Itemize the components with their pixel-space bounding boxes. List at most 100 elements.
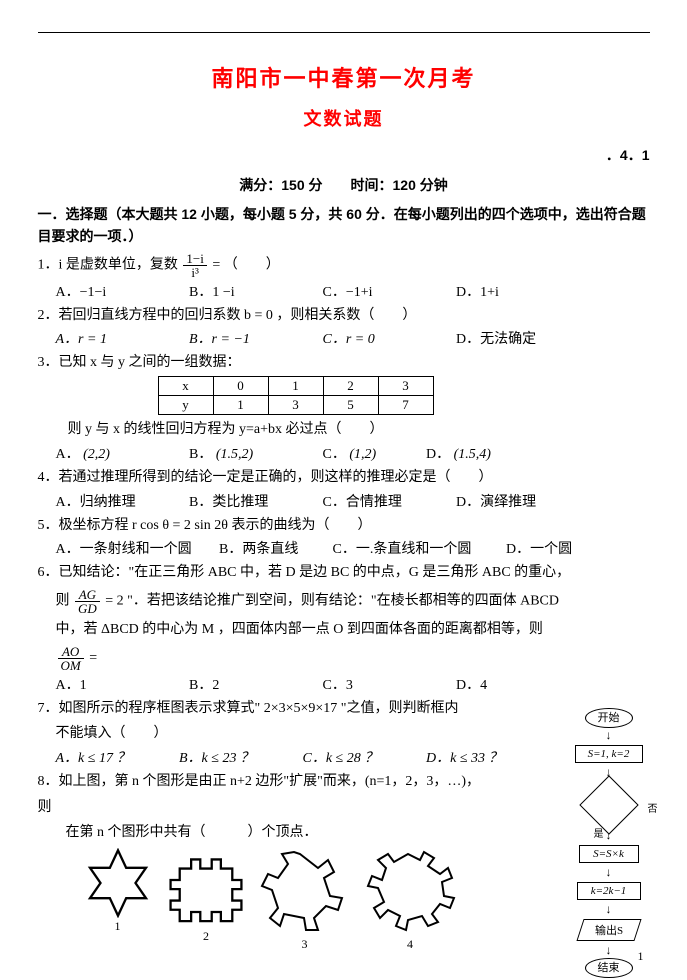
q1-opt-c: C．−1+i [323, 281, 443, 301]
question-6-line3: 中，若 ΔBCD 的中心为 M ，四面体内部一点 O 到四面体各面的距离都相等，… [56, 619, 650, 641]
q6-l4-post: = [89, 650, 97, 665]
flowchart: 开始 ↓ S=1, k=2 ↓ 否 是 ↓ S=S×k ↓ k=2k−1 ↓ 输… [566, 706, 652, 980]
q3-a-label: A． [56, 447, 80, 462]
question-4: 4．若通过推理所得到的结论一定是正确的，则这样的推理必定是（ ） [38, 467, 650, 489]
q3-table-row-x: x 0 1 2 3 [158, 377, 433, 396]
date-line: ．4．1 [38, 145, 650, 165]
question-6-line2: 则 AG GD = 2 "．若把该结论推广到空间，则有结论："在棱长都相等的四面… [56, 588, 650, 615]
q5-options: A．一条射线和一个圆 B．两条直线 C．一.条直线和一个圆 D．一个圆 [56, 538, 650, 558]
q3-c-val: (1,2) [349, 447, 376, 462]
q3-x-2: 2 [323, 377, 378, 396]
shape-3: 3 [255, 848, 355, 956]
q1-frac-den: i³ [183, 266, 206, 279]
flow-init: S=1, k=2 [575, 745, 643, 763]
q3-b-val: (1.5,2) [216, 447, 253, 462]
q3-a-val: (2,2) [83, 447, 110, 462]
q7-opt-d: D．k ≤ 33 ？ [426, 747, 536, 767]
q2-opt-d: D．无法确定 [456, 328, 576, 348]
q6-l2-pre: 则 [56, 594, 74, 609]
shape-1: 1 [78, 848, 158, 938]
q3-b-label: B． [189, 447, 212, 462]
q3-opt-c: C． (1,2) [323, 443, 413, 463]
q6-opt-a: A．1 [56, 674, 176, 694]
q3-y-2: 5 [323, 396, 378, 415]
flow-update-text: k=2k−1 [591, 885, 627, 897]
title-main: 南阳市一中春第一次月考 [38, 61, 650, 93]
q1-options: A．−1−i B．1 −i C．−1+i D．1+i [56, 281, 650, 301]
question-7-line1: 7．如图所示的程序框图表示求算式" 2×3×5×9×17 "之值，则判断框内 [38, 698, 538, 720]
question-6-line1: 6．已知结论："在正三角形 ABC 中，若 D 是边 BC 的中点，G 是三角形… [38, 562, 650, 584]
q6-opt-b: B．2 [189, 674, 309, 694]
q3-y-0: 1 [213, 396, 268, 415]
question-8-line1: 8．如上图，第 n 个图形是由正 n+2 边形"扩展"而来，(n=1，2，3，…… [38, 771, 548, 793]
q3-table-row-y: y 1 3 5 7 [158, 396, 433, 415]
flow-yes-label: 是 [594, 825, 604, 840]
q2-options: A．r = 1 B．r = −1 C．r = 0 D．无法确定 [56, 328, 650, 348]
q3-d-val: (1.5,4) [454, 447, 491, 462]
q3-opt-d: D． (1.5,4) [426, 443, 546, 463]
flow-no-label: 否 [648, 800, 658, 815]
q6-frac2-num: AO [58, 645, 84, 659]
q3-y-1: 3 [268, 396, 323, 415]
q1-opt-b: B．1 −i [189, 281, 309, 301]
q1-frac-num: 1−i [183, 252, 206, 266]
flow-decision-wrap: 否 是 [566, 784, 652, 830]
pentagon-expand-icon [260, 848, 350, 936]
q4-opt-b: B．类比推理 [189, 491, 309, 511]
flow-mult: S=S×k [579, 845, 639, 863]
q7-opt-c: C．k ≤ 28 ？ [303, 747, 413, 767]
q7-opt-b: B．k ≤ 23 ？ [179, 747, 289, 767]
q1-stem-pre: 1．i 是虚数单位，复数 [38, 258, 178, 273]
flow-end: 结束 [585, 958, 633, 978]
square-expand-icon [166, 848, 246, 928]
hexagon-expand-icon [362, 848, 458, 936]
q6-frac1-den: GD [75, 602, 100, 615]
flow-decision [579, 775, 638, 834]
q6-opt-c: C．3 [323, 674, 443, 694]
q1-fraction: 1−i i³ [183, 252, 206, 279]
question-7-line2: 不能填入（ ） [56, 723, 650, 745]
q2-opt-a: A．r = 1 [56, 328, 176, 348]
title-sub: 文数试题 [38, 105, 650, 131]
q5-opt-d: D．一个圆 [506, 538, 576, 558]
arrow-icon: ↓ [566, 902, 652, 917]
flow-mult-text: S=S×k [593, 848, 624, 860]
question-1: 1．i 是虚数单位，复数 1−i i³ = （ ） [38, 252, 650, 279]
q3-x-0: 0 [213, 377, 268, 396]
flow-output: 输出S [576, 919, 641, 941]
q3-options: A． (2,2) B． (1.5,2) C． (1,2) D． (1.5,4) [56, 443, 650, 463]
shape-4: 4 [358, 848, 462, 956]
q5-opt-b: B．两条直线 [219, 538, 319, 558]
question-5: 5．极坐标方程 r cos θ = 2 sin 2θ 表示的曲线为（ ） [38, 515, 650, 537]
arrow-icon: ↓ [566, 728, 652, 743]
question-2: 2．若回归直线方程中的回归系数 b = 0 ，则相关系数（ ） [38, 305, 650, 327]
shape-1-label: 1 [78, 919, 158, 934]
page: 南阳市一中春第一次月考 文数试题 ．4．1 满分：150 分 时间：120 分钟… [38, 0, 650, 960]
q3-d-label: D． [426, 447, 450, 462]
top-rule [38, 32, 650, 33]
q5-opt-c: C．一.条直线和一个圆 [333, 538, 493, 558]
shape-2: 2 [161, 848, 251, 948]
q6-l2-mid: = 2 "．若把该结论推广到空间，则有结论："在棱长都相等的四面体 ABCD [105, 594, 559, 609]
q3-x-3: 3 [378, 377, 433, 396]
q1-opt-a: A．−1−i [56, 281, 176, 301]
star6-icon [83, 848, 153, 918]
q6-frac1-num: AG [75, 588, 100, 602]
q3-y-3: 7 [378, 396, 433, 415]
q3-opt-a: A． (2,2) [56, 443, 176, 463]
q3-x-1: 1 [268, 377, 323, 396]
flow-output-text: 输出S [594, 922, 622, 938]
q4-opt-a: A．归纳推理 [56, 491, 176, 511]
q3-table: x 0 1 2 3 y 1 3 5 7 [158, 376, 434, 415]
q3-stem2: 则 y 与 x 的线性回归方程为 y=a+bx 必过点（ ） [68, 419, 650, 441]
q4-opt-c: C．合情推理 [323, 491, 443, 511]
q6-options: A．1 B．2 C．3 D．4 [56, 674, 650, 694]
q4-options: A．归纳推理 B．类比推理 C．合情推理 D．演绎推理 [56, 491, 650, 511]
q6-frac1: AG GD [75, 588, 100, 615]
q7-options: A．k ≤ 17 ？ B．k ≤ 23 ？ C．k ≤ 28 ？ D．k ≤ 3… [56, 747, 650, 767]
question-8-line3: 在第 n 个图形中共有（ ）个顶点． [66, 822, 650, 844]
q8-shapes-row: 1 2 3 4 [78, 848, 650, 940]
question-8-line2: 则 [38, 797, 650, 819]
arrow-icon: ↓ [566, 865, 652, 880]
q6-frac2-den: OM [58, 659, 84, 672]
